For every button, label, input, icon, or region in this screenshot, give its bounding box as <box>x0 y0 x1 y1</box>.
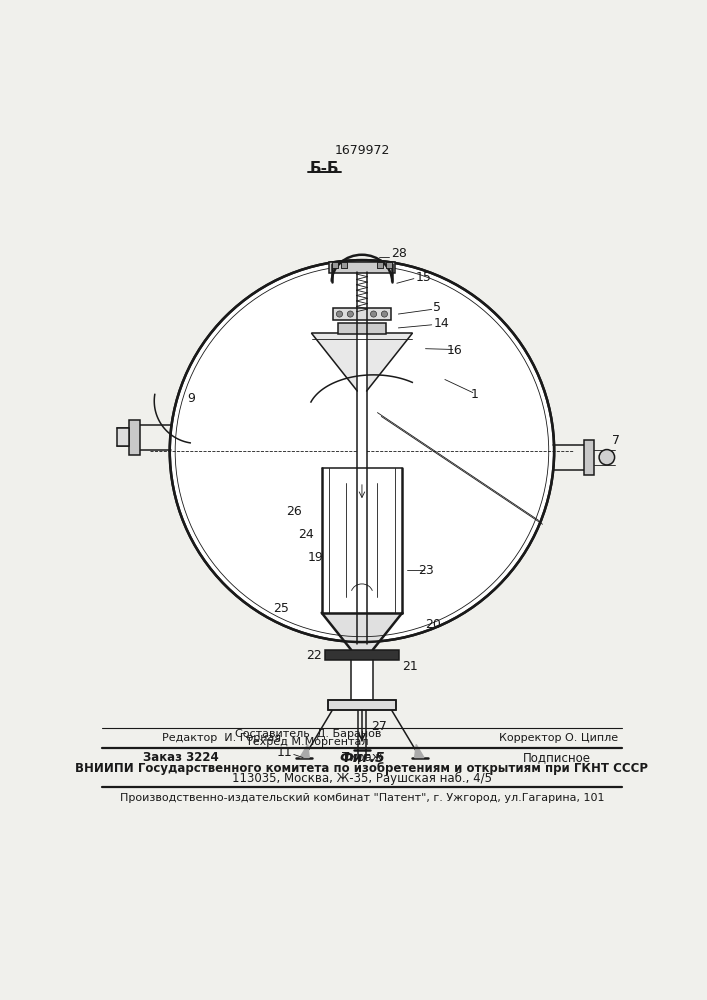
Circle shape <box>370 311 377 317</box>
Bar <box>332 262 338 268</box>
Circle shape <box>170 260 554 642</box>
Text: 19: 19 <box>308 551 323 564</box>
Bar <box>117 428 129 446</box>
Text: Составитель  Д. Баранов: Составитель Д. Баранов <box>235 729 381 739</box>
Text: 27: 27 <box>371 720 387 733</box>
Bar <box>341 262 347 268</box>
Polygon shape <box>322 613 402 650</box>
Text: Б-Б: Б-Б <box>310 161 339 176</box>
Bar <box>377 262 383 268</box>
Bar <box>322 468 402 613</box>
Text: ВНИИПИ Государственного комитета по изобретениям и открытиям при ГКНТ СССР: ВНИИПИ Государственного комитета по изоб… <box>76 762 648 775</box>
Bar <box>351 660 373 700</box>
Text: 5: 5 <box>433 301 441 314</box>
Text: Заказ 3224: Заказ 3224 <box>143 751 218 764</box>
Bar <box>328 700 396 710</box>
Bar <box>341 262 347 268</box>
Text: 26: 26 <box>286 505 302 518</box>
Text: 23: 23 <box>418 564 433 577</box>
Text: 9: 9 <box>187 392 195 405</box>
Bar <box>386 262 392 268</box>
Text: Техред М.Моргентал: Техред М.Моргентал <box>247 737 369 747</box>
Text: 11: 11 <box>276 746 292 759</box>
Polygon shape <box>414 744 424 758</box>
Text: Подписное: Подписное <box>522 751 590 764</box>
Text: Тираж: Тираж <box>341 751 382 764</box>
Bar <box>328 700 396 710</box>
Text: Редактор  И. Горная: Редактор И. Горная <box>162 733 281 743</box>
Circle shape <box>347 311 354 317</box>
Circle shape <box>337 311 343 317</box>
Text: Корректор О. Ципле: Корректор О. Ципле <box>499 733 618 743</box>
Bar <box>333 308 391 320</box>
Bar <box>386 262 392 268</box>
Circle shape <box>599 450 614 465</box>
Bar <box>377 262 383 268</box>
Bar <box>332 262 338 268</box>
Text: 28: 28 <box>391 247 407 260</box>
Bar <box>357 272 367 453</box>
Text: Фиг.5: Фиг.5 <box>339 751 385 765</box>
Text: 7: 7 <box>612 434 620 447</box>
Text: 20: 20 <box>426 618 441 631</box>
Bar <box>338 323 386 334</box>
Text: 15: 15 <box>416 271 431 284</box>
Text: 24: 24 <box>298 528 314 541</box>
Text: 16: 16 <box>446 344 462 358</box>
Polygon shape <box>300 744 309 758</box>
Circle shape <box>381 311 387 317</box>
Text: 22: 22 <box>306 649 322 662</box>
Text: 1679972: 1679972 <box>334 144 390 157</box>
Text: 25: 25 <box>273 602 288 615</box>
Bar <box>129 420 140 455</box>
Bar <box>583 440 595 475</box>
Polygon shape <box>312 333 412 391</box>
Text: 21: 21 <box>402 660 418 673</box>
Text: 113035, Москва, Ж-35, Раушская наб., 4/5: 113035, Москва, Ж-35, Раушская наб., 4/5 <box>232 772 492 785</box>
Text: 14: 14 <box>433 317 449 330</box>
Bar <box>325 650 399 660</box>
Bar <box>329 262 395 273</box>
Text: Производственно-издательский комбинат "Патент", г. Ужгород, ул.Гагарина, 101: Производственно-издательский комбинат "П… <box>119 793 604 803</box>
Text: 1: 1 <box>470 388 478 401</box>
